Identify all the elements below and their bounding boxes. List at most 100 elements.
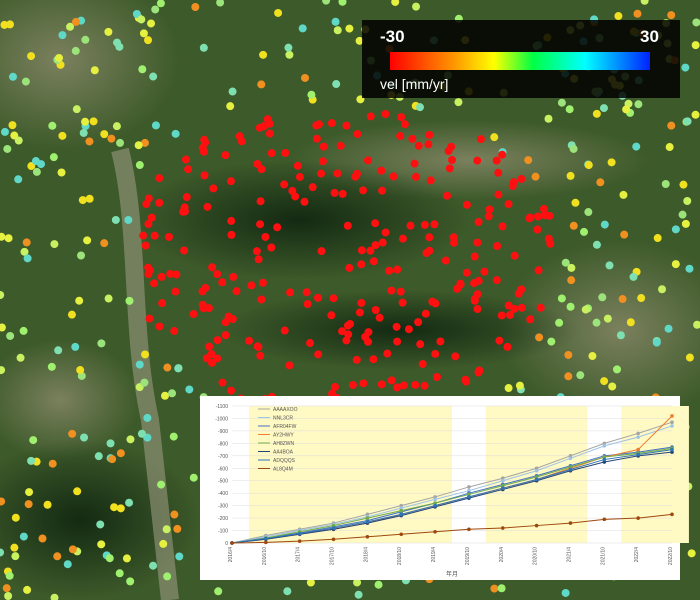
map-dot: [632, 142, 641, 151]
map-dot: [318, 157, 327, 166]
legend-label: AA4BOA: [273, 450, 294, 456]
map-dot: [492, 276, 501, 285]
map-dot: [229, 272, 238, 281]
map-dot: [393, 337, 402, 346]
map-dot: [112, 38, 121, 47]
map-dot: [540, 211, 549, 220]
map-dot: [484, 212, 493, 221]
map-dot: [400, 120, 409, 129]
map-dot: [267, 243, 276, 252]
map-dot: [533, 225, 542, 234]
data-point: [467, 492, 471, 497]
map-dot: [614, 12, 623, 21]
map-dot: [0, 548, 5, 557]
map-dot: [147, 19, 156, 28]
map-dot: [633, 9, 642, 18]
data-point: [670, 424, 674, 428]
map-dot: [115, 569, 124, 578]
map-dot: [168, 389, 177, 398]
map-dot: [351, 172, 360, 181]
map-dot: [112, 122, 121, 131]
map-dot: [283, 587, 292, 596]
x-tick-label: 2017/4: [296, 547, 302, 563]
map-dot: [640, 0, 649, 5]
map-dot: [245, 336, 254, 345]
x-tick-label: 2018/10: [397, 547, 403, 565]
map-dot: [485, 205, 494, 214]
map-dot: [425, 246, 434, 255]
x-tick-label: 2022/4: [634, 547, 640, 563]
y-tick-label: -400: [218, 491, 228, 497]
map-dot: [503, 342, 512, 351]
map-dot: [0, 497, 6, 506]
map-dot: [634, 100, 643, 109]
map-dot: [671, 260, 680, 269]
map-dot: [462, 377, 471, 386]
map-dot: [533, 212, 542, 221]
map-dot: [534, 266, 543, 275]
map-dot: [144, 270, 153, 279]
data-point: [670, 414, 674, 418]
map-dot: [571, 198, 580, 207]
map-dot: [181, 155, 190, 164]
map-dot: [687, 549, 696, 558]
data-point: [534, 477, 539, 482]
map-dot: [678, 210, 687, 219]
map-dot: [366, 246, 375, 255]
map-dot: [161, 391, 170, 400]
map-dot: [257, 80, 266, 89]
map-dot: [371, 306, 380, 315]
map-dot: [50, 593, 59, 600]
data-point: [602, 441, 607, 446]
map-dot: [137, 429, 146, 438]
map-dot: [307, 90, 316, 99]
map-dot: [79, 128, 88, 137]
map-dot: [588, 352, 597, 361]
map-dot: [116, 449, 125, 458]
map-dot: [504, 301, 513, 310]
map-dot: [359, 379, 368, 388]
data-point: [331, 523, 336, 528]
data-point: [500, 476, 505, 481]
map-dot: [327, 119, 336, 128]
map-dot: [182, 193, 191, 202]
map-dot: [492, 156, 501, 165]
map-dot: [0, 290, 5, 299]
map-dot: [263, 115, 272, 124]
map-dot: [171, 287, 180, 296]
data-point: [602, 517, 607, 522]
map-dot: [353, 130, 362, 139]
y-tick-label: -900: [218, 429, 228, 435]
map-dot: [381, 228, 390, 237]
map-dot: [55, 53, 64, 62]
map-dot: [357, 298, 366, 307]
legend-label: AFR04FW: [273, 424, 297, 430]
map-dot: [346, 319, 355, 328]
map-dot: [203, 202, 212, 211]
map-dot: [155, 174, 164, 183]
map-dot: [598, 293, 607, 302]
map-dot: [71, 342, 80, 351]
series-line: [231, 447, 673, 544]
map-dot: [342, 121, 351, 130]
map-dot: [140, 378, 149, 387]
map-dot: [0, 232, 6, 241]
map-dot: [592, 318, 601, 327]
data-point: [399, 512, 404, 517]
map-dot: [430, 220, 439, 229]
map-dot: [8, 121, 17, 130]
map-dot: [424, 140, 433, 149]
data-point: [467, 485, 471, 489]
map-dot: [613, 365, 622, 374]
map-dot: [454, 98, 463, 107]
map-dot: [306, 339, 315, 348]
map-dot: [19, 326, 28, 335]
map-dot: [338, 0, 347, 6]
map-dot: [116, 138, 125, 147]
data-point: [467, 527, 471, 532]
y-tick-label: -700: [218, 454, 228, 460]
map-dot: [327, 311, 336, 320]
map-dot: [218, 378, 227, 387]
map-dot: [344, 330, 353, 339]
map-dot: [149, 72, 158, 81]
